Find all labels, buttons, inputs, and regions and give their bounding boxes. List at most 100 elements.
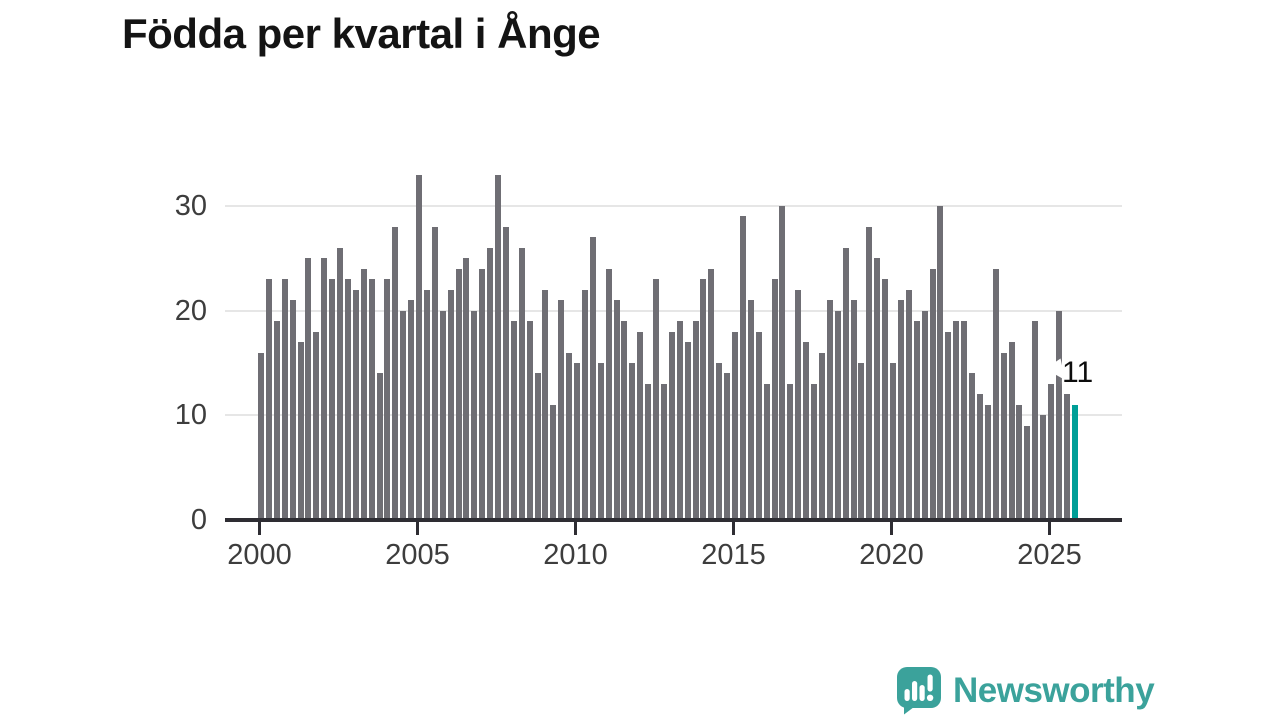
x-axis-tick-2000 — [258, 522, 261, 535]
bar-quarter — [945, 331, 952, 520]
bar-quarter — [739, 216, 746, 520]
bar-quarter — [716, 363, 723, 520]
bar-quarter — [850, 300, 857, 520]
bar-quarter — [384, 279, 391, 520]
y-axis-tick-label: 0 — [190, 504, 207, 536]
bar-quarter — [795, 289, 802, 520]
y-axis-tick-label: 20 — [174, 294, 207, 327]
x-axis-tick-2015 — [732, 522, 735, 535]
bar-quarter — [976, 394, 983, 520]
bar-quarter — [265, 279, 272, 520]
bar-quarter — [653, 279, 659, 520]
bar-quarter — [858, 363, 865, 520]
bar-quarter — [416, 174, 422, 520]
x-axis-tick-label: 2000 — [227, 539, 292, 571]
bar-quarter — [929, 268, 936, 520]
x-axis-tick-label: 2025 — [1017, 539, 1082, 571]
bar-quarter — [471, 310, 478, 520]
bar-quarter — [360, 268, 367, 520]
bar-quarter — [969, 373, 975, 520]
bar-quarter — [826, 300, 833, 520]
bar-quarter — [874, 258, 881, 520]
bar-quarter — [495, 174, 501, 520]
x-axis-tick-2025 — [1048, 522, 1051, 535]
x-axis-tick-label: 2015 — [701, 539, 766, 571]
bar-quarter — [818, 352, 825, 520]
bar-quarter — [605, 268, 612, 520]
bar-quarter — [574, 363, 580, 520]
bar-quarter — [676, 321, 683, 520]
bar-quarter — [937, 206, 944, 520]
bar-quarter — [1063, 394, 1070, 520]
bar-quarter — [566, 352, 573, 520]
bar-quarter — [463, 258, 470, 520]
y-axis-tick-label: 10 — [174, 399, 207, 432]
bar-quarter — [834, 310, 841, 520]
bar-quarter — [479, 268, 486, 520]
bar-quarter — [842, 247, 849, 520]
bar-quarter — [558, 300, 565, 520]
bar-quarter — [905, 289, 912, 520]
bar-quarter — [400, 310, 407, 520]
bar-quarter — [866, 226, 873, 520]
bar-quarter — [1016, 404, 1023, 520]
bar-quarter — [510, 321, 517, 520]
bar-quarter — [684, 342, 691, 520]
bar-quarter — [502, 226, 509, 520]
bar-quarter — [550, 404, 557, 520]
bar-quarter — [692, 321, 699, 520]
bar-quarter — [431, 226, 438, 520]
bar-quarter — [700, 279, 707, 520]
x-axis-tick-2005 — [416, 522, 419, 535]
bar-quarter — [368, 279, 375, 520]
bar-quarter — [763, 383, 770, 520]
bar-quarter — [352, 289, 359, 520]
bar-quarter — [1055, 310, 1062, 520]
bar-quarter — [771, 279, 778, 520]
bar-quarter — [921, 310, 928, 520]
bar-quarter — [392, 226, 399, 520]
newsworthy-logo-icon — [896, 666, 942, 715]
bar-quarter — [779, 206, 786, 520]
bar-quarter — [1008, 342, 1015, 520]
bar-quarter — [423, 289, 430, 520]
y-axis-tick-label: 30 — [174, 190, 207, 222]
bar-quarter — [439, 310, 446, 520]
bar-quarter — [487, 247, 494, 520]
bar-quarter — [755, 331, 762, 520]
x-axis-tick-label: 2020 — [859, 539, 924, 571]
bar-quarter — [1040, 415, 1047, 520]
bar-quarter — [542, 289, 549, 520]
bar-quarter — [629, 363, 636, 520]
x-axis-tick-label: 2005 — [385, 539, 450, 571]
bar-quarter — [455, 268, 462, 520]
bar-quarter — [890, 363, 896, 520]
bar-quarter — [668, 331, 675, 520]
newsworthy-branding: Newsworthy — [896, 666, 1155, 715]
bar-quarter — [447, 289, 454, 520]
bar-quarter — [613, 300, 620, 520]
bar-quarter — [660, 383, 667, 520]
bar-quarter — [297, 342, 304, 520]
bar-quarter — [526, 321, 533, 520]
bar-quarter — [953, 321, 960, 520]
bar-quarter — [321, 258, 328, 520]
bar-quarter — [724, 373, 731, 520]
bar-quarter — [897, 300, 904, 520]
bar-quarter — [1032, 321, 1039, 520]
x-axis-tick-2010 — [574, 522, 577, 535]
bar-quarter — [984, 404, 991, 520]
bar-quarter — [289, 300, 296, 520]
bar-quarter — [747, 300, 754, 520]
bar-quarter — [329, 279, 336, 520]
bar-quarter — [581, 289, 588, 520]
chart-title: Födda per kvartal i Ånge — [122, 10, 601, 57]
bar-quarter — [305, 258, 312, 520]
bar-quarter — [1048, 383, 1054, 520]
bar-quarter — [534, 373, 541, 520]
bar-highlight-latest-quarter — [1071, 404, 1078, 520]
bar-quarter — [811, 383, 817, 520]
bar-quarter — [518, 247, 525, 520]
bar-quarter — [281, 279, 288, 520]
bar-quarter — [637, 331, 644, 520]
